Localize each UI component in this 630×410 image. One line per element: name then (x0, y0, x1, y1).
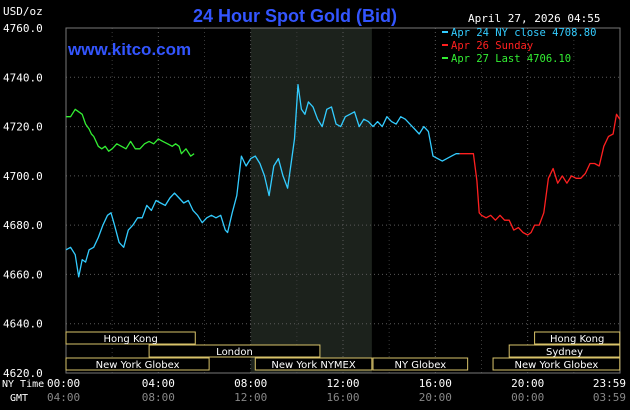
x-tick-label-gmt: 12:00 (234, 391, 267, 404)
series-line-2 (459, 113, 621, 236)
x-tick-label-gmt: 20:00 (419, 391, 452, 404)
x-tick-label-ny: 12:00 (326, 377, 359, 390)
session-bar (65, 331, 196, 345)
y-tick-label: 4620.0 (3, 367, 43, 380)
session-bar (492, 357, 621, 371)
timestamp: April 27, 2026 04:55 (468, 12, 600, 25)
x-tick-label-ny: 20:00 (511, 377, 544, 390)
session-bar (534, 331, 621, 345)
session-bar (508, 344, 621, 358)
x-tick-label-gmt: 00:00 (511, 391, 544, 404)
session-bars: Hong Kong Hong Kong London Sydney New York G… (65, 331, 621, 371)
session-bar (65, 357, 210, 371)
session-label: Sydney (546, 347, 583, 358)
y-tick-label: 4760.0 (3, 22, 43, 35)
y-tick-label: 4660.0 (3, 268, 43, 281)
session-label: New York Globex (514, 360, 598, 371)
legend-entry: Apr 24 NY close 4708.80 (451, 27, 596, 39)
series-layer (65, 84, 621, 278)
y-axis: 4620.0 4640.0 4660.0 4680.0 4700.0 4720.0 4740… (3, 22, 43, 380)
x-tick-label-gmt: 04:00 (47, 391, 80, 404)
session-label: New York Globex (96, 360, 180, 371)
y-tick-label: 4700.0 (3, 170, 43, 183)
y-axis-unit-label: USD/oz (3, 5, 43, 18)
session-label: Hong Kong (103, 334, 157, 345)
watermark-url: www.kitco.com (67, 40, 191, 59)
y-tick-label: 4740.0 (3, 71, 43, 84)
series-line-3 (66, 108, 195, 157)
x-tick-label-ny: 23:59 (593, 377, 626, 390)
y-tick-label: 4720.0 (3, 121, 43, 134)
session-bar (254, 357, 373, 371)
session-label: New York NYMEX (271, 360, 356, 371)
nymex-session-shade (250, 28, 372, 373)
x-tick-label-gmt: 16:00 (326, 391, 359, 404)
session-label: London (216, 347, 253, 358)
legend-entry: Apr 27 Last 4706.10 (451, 53, 571, 65)
session-bar (148, 344, 321, 358)
plot-frame (65, 27, 621, 374)
y-tick-label: 4640.0 (3, 318, 43, 331)
session-bar (372, 357, 469, 371)
session-label: NY Globex (395, 360, 447, 371)
x-tick-label-ny: 04:00 (142, 377, 175, 390)
chart-title: 24 Hour Spot Gold (Bid) (193, 6, 397, 26)
x-tick-label-ny: 00:00 (47, 377, 80, 390)
y-tick-label: 4680.0 (3, 219, 43, 232)
x-tick-label-gmt: 08:00 (142, 391, 175, 404)
series-line-1 (65, 84, 460, 278)
x-tick-label-ny: 16:00 (419, 377, 452, 390)
x-axis-label-ny: NY Time (2, 379, 44, 390)
grid-lines (65, 27, 621, 374)
x-tick-label-gmt: 03:59 (593, 391, 626, 404)
legend-entry: Apr 26 Sunday (451, 40, 533, 52)
session-label: Hong Kong (550, 334, 604, 345)
x-axis: 00:0004:0004:0008:0008:0012:0012:0016:00… (47, 377, 626, 404)
x-axis-label-gmt: GMT (10, 393, 28, 404)
x-tick-label-ny: 08:00 (234, 377, 267, 390)
